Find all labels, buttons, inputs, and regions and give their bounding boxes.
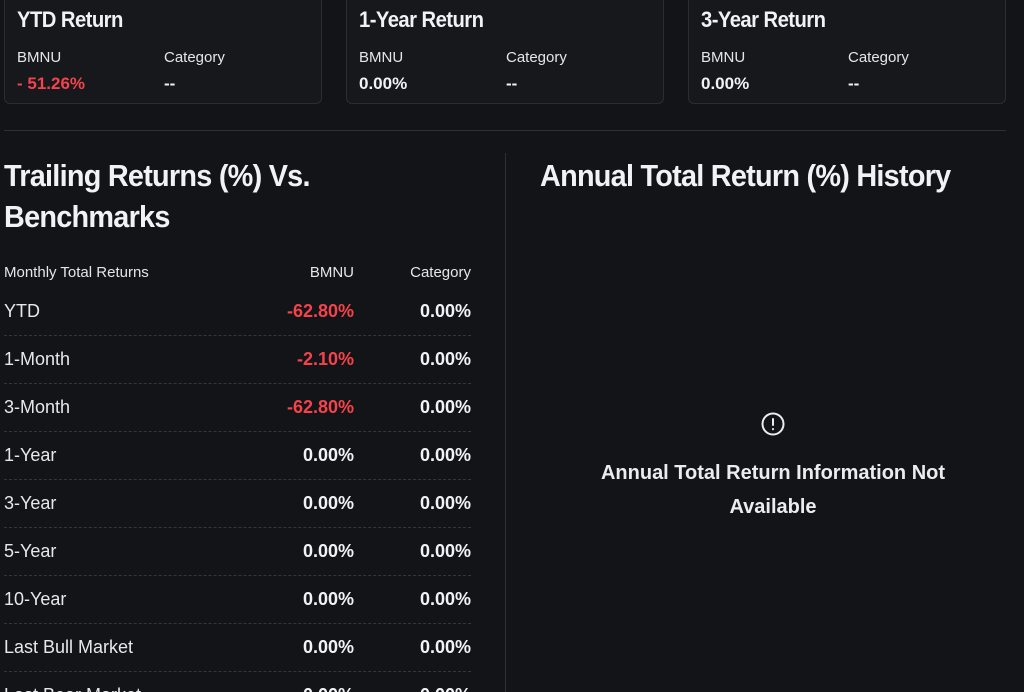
- period-header: Monthly Total Returns: [4, 264, 149, 281]
- category-label: Category: [506, 49, 567, 66]
- annual-return-title: Annual Total Return (%) History: [540, 158, 951, 193]
- fund-value: - 51.26%: [17, 74, 86, 93]
- table-row: YTD -62.80% 0.00%: [4, 288, 471, 336]
- row-fund-value: 0.00%: [302, 541, 354, 561]
- title-line-1: Trailing Returns (%) Vs.: [4, 158, 310, 193]
- row-fund-value: 0.00%: [302, 493, 354, 513]
- card-title: 3-Year Return: [701, 7, 826, 32]
- category-value: --: [164, 74, 176, 93]
- row-category-value: 0.00%: [419, 637, 471, 657]
- fund-label: BMNU: [17, 49, 62, 66]
- row-fund-value: 0.00%: [302, 445, 354, 465]
- annual-return-empty-state: Annual Total Return Information Not Avai…: [560, 412, 986, 524]
- row-fund-value: 0.00%: [302, 589, 354, 609]
- fund-value: 0.00%: [359, 74, 408, 93]
- row-category-value: 0.00%: [419, 445, 471, 465]
- fund-header: BMNU: [309, 264, 354, 281]
- table-row: 3-Year 0.00% 0.00%: [4, 480, 471, 528]
- row-fund-value: -2.10%: [296, 349, 354, 369]
- row-period-label: YTD: [4, 301, 40, 321]
- fund-column: BMNU 0.00%: [701, 49, 749, 94]
- card-title: YTD Return: [17, 7, 123, 32]
- table-row: 10-Year 0.00% 0.00%: [4, 576, 471, 624]
- category-column: Category --: [506, 49, 567, 94]
- ytd-return-card: YTD Return BMNU - 51.26% Category --: [4, 0, 322, 104]
- row-period-label: 3-Year: [4, 493, 57, 513]
- table-row: 1-Year 0.00% 0.00%: [4, 432, 471, 480]
- row-category-value: 0.00%: [419, 397, 471, 417]
- table-body: YTD -62.80% 0.00% 1-Month -2.10% 0.00% 3-Month…: [4, 288, 471, 692]
- row-fund-value: 0.00%: [303, 685, 354, 692]
- row-fund-value: -62.80%: [286, 301, 354, 321]
- trailing-returns-title: Trailing Returns (%) Vs. Benchmarks: [4, 155, 310, 237]
- row-period-label: 1-Year: [4, 445, 57, 465]
- category-column: Category --: [164, 49, 225, 94]
- table-row: 3-Month -62.80% 0.00%: [4, 384, 471, 432]
- row-period-label: 3-Month: [4, 397, 71, 417]
- table-row: Last Bear Market 0.00% 0.00%: [4, 672, 471, 692]
- category-label: Category: [164, 49, 225, 66]
- alert-circle-icon: [761, 412, 785, 436]
- row-category-value: 0.00%: [419, 541, 471, 561]
- empty-state-message: Annual Total Return Information Not Avai…: [560, 456, 986, 524]
- three-year-return-card: 3-Year Return BMNU 0.00% Category --: [688, 0, 1006, 104]
- message-line-2: Available: [729, 496, 817, 518]
- table-row: 5-Year 0.00% 0.00%: [4, 528, 471, 576]
- fund-label: BMNU: [359, 49, 404, 66]
- row-period-label: Last Bull Market: [4, 637, 134, 657]
- row-category-value: 0.00%: [419, 301, 471, 321]
- table-row: 1-Month -2.10% 0.00%: [4, 336, 471, 384]
- fund-column: BMNU - 51.26%: [17, 49, 85, 94]
- row-category-value: 0.00%: [419, 349, 471, 369]
- fund-label: BMNU: [701, 49, 746, 66]
- row-fund-value: 0.00%: [302, 637, 354, 657]
- row-category-value: 0.00%: [419, 589, 471, 609]
- message-line-1: Annual Total Return Information Not: [600, 462, 946, 484]
- trailing-returns-table: Monthly Total Returns BMNU Category YTD -…: [4, 258, 471, 692]
- row-category-value: 0.00%: [419, 493, 471, 513]
- column-divider: [505, 153, 506, 692]
- row-period-label: 1-Month: [4, 349, 71, 369]
- table-row: Last Bull Market 0.00% 0.00%: [4, 624, 471, 672]
- row-period-label: 5-Year: [4, 541, 57, 561]
- card-title: 1-Year Return: [359, 7, 484, 32]
- row-category-value: 0.00%: [420, 685, 471, 692]
- category-header: Category: [410, 264, 471, 281]
- row-fund-value: -62.80%: [286, 397, 354, 417]
- title-line-2: Benchmarks: [4, 199, 170, 234]
- one-year-return-card: 1-Year Return BMNU 0.00% Category --: [346, 0, 664, 104]
- fund-column: BMNU 0.00%: [359, 49, 407, 94]
- category-value: --: [848, 74, 860, 93]
- category-value: --: [506, 74, 518, 93]
- section-divider: [4, 130, 1006, 131]
- table-header: Monthly Total Returns BMNU Category: [4, 258, 471, 288]
- fund-value: 0.00%: [701, 74, 750, 93]
- category-label: Category: [848, 49, 909, 66]
- row-period-label: 10-Year: [4, 589, 67, 609]
- return-summary-cards: YTD Return BMNU - 51.26% Category -- 1-Y…: [4, 0, 1008, 106]
- category-column: Category --: [848, 49, 909, 94]
- row-period-label: Last Bear Market: [4, 685, 141, 692]
